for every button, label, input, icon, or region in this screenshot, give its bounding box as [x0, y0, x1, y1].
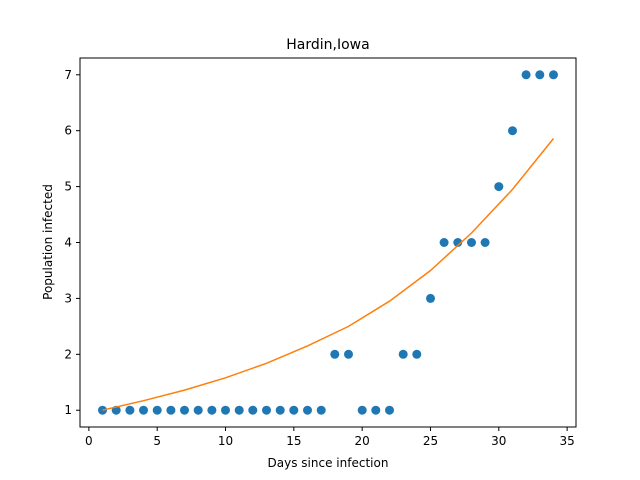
- data-point: [508, 126, 517, 136]
- x-tick-label: 10: [218, 434, 233, 448]
- data-point: [549, 70, 558, 80]
- data-point: [398, 349, 408, 359]
- data-point: [316, 405, 326, 415]
- data-point: [344, 349, 353, 359]
- data-point: [494, 182, 504, 192]
- plot-area: [98, 70, 558, 415]
- fit-curve-line: [102, 138, 555, 411]
- data-point: [193, 405, 203, 415]
- data-point: [303, 405, 312, 415]
- data-point: [180, 405, 189, 415]
- x-tick-label: 25: [423, 434, 438, 448]
- chart-title: Hardin,Iowa: [286, 37, 369, 53]
- data-point: [330, 349, 340, 359]
- data-point: [412, 349, 422, 359]
- x-tick-label: 30: [491, 434, 506, 448]
- y-axis-label: Population infected: [41, 184, 55, 300]
- data-point: [453, 238, 463, 247]
- x-tick-label: 15: [286, 434, 301, 448]
- data-point: [221, 405, 230, 415]
- data-point: [439, 238, 449, 247]
- y-tick-label: 7: [64, 68, 72, 82]
- data-point: [289, 405, 299, 415]
- x-tick-label: 0: [85, 434, 93, 448]
- data-point: [521, 70, 531, 80]
- data-point: [166, 405, 176, 415]
- axes-frame: [79, 57, 577, 428]
- data-point: [152, 405, 162, 415]
- data-point: [262, 405, 271, 415]
- x-tick-label: 35: [559, 434, 574, 448]
- y-tick-label: 6: [64, 124, 72, 138]
- x-axis-label: Days since infection: [268, 456, 389, 470]
- data-point: [125, 405, 135, 415]
- data-point: [385, 405, 394, 415]
- x-tick-label: 5: [153, 434, 161, 448]
- data-point: [467, 238, 476, 247]
- data-point: [371, 405, 381, 415]
- data-point: [357, 405, 367, 415]
- data-point: [207, 405, 217, 415]
- axis-ticks: 0 5 10 15 20 25 30 35 1 2 3 4 5 6 7: [64, 68, 574, 448]
- y-tick-label: 3: [64, 291, 72, 305]
- data-point: [480, 238, 490, 247]
- data-point: [248, 405, 258, 415]
- data-point: [275, 405, 285, 415]
- y-tick-label: 4: [64, 236, 72, 250]
- y-tick-label: 5: [64, 180, 72, 194]
- data-point: [139, 405, 148, 415]
- y-tick-label: 1: [64, 403, 72, 417]
- y-tick-label: 2: [64, 347, 72, 361]
- x-tick-label: 20: [355, 434, 370, 448]
- data-point: [234, 405, 244, 415]
- data-point: [535, 70, 545, 80]
- data-point: [426, 293, 435, 303]
